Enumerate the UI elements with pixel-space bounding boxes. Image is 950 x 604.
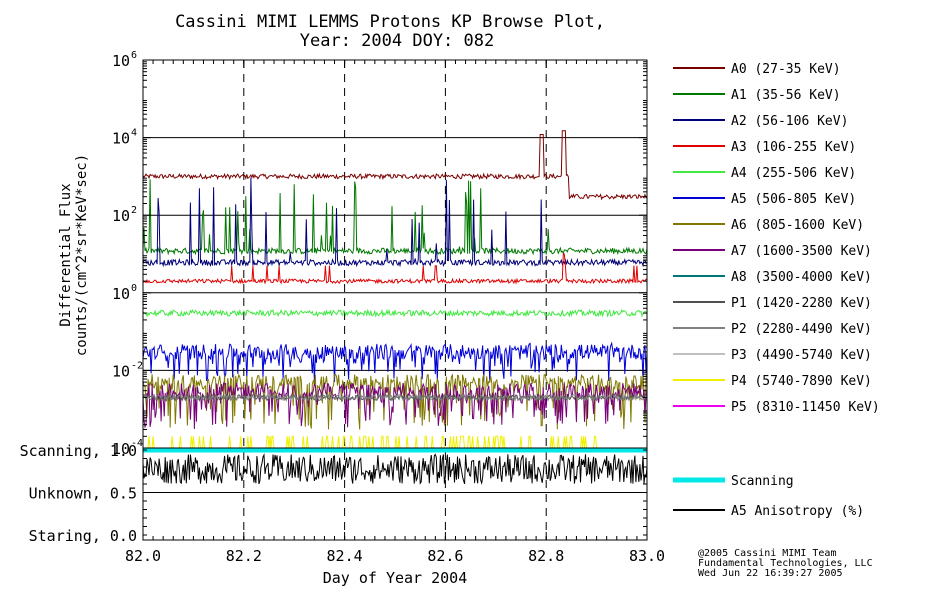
- legend-label: A4 (255-506 KeV): [731, 166, 856, 181]
- x-tick-label: 82.2: [226, 547, 262, 565]
- legend-label: A7 (1600-3500 KeV): [731, 244, 872, 259]
- series-line-A4: [143, 308, 647, 318]
- legend-label: Scanning: [731, 474, 794, 489]
- y-tick-label: 10 4: [112, 128, 137, 148]
- y-axis-label-line2: counts/(cm^2*sr*KeV*sec): [74, 154, 90, 356]
- y-tick-exponent: 4: [131, 128, 137, 139]
- legend-item: A4 (255-506 KeV): [673, 166, 856, 181]
- legend-label: A5 (506-805 KeV): [731, 192, 856, 207]
- y-tick-base: 10: [112, 52, 130, 70]
- legend-item: A7 (1600-3500 KeV): [673, 244, 872, 259]
- legend-label: A6 (805-1600 KeV): [731, 218, 864, 233]
- legend-label: P2 (2280-4490 KeV): [731, 322, 872, 337]
- x-tick-label: 83.0: [629, 547, 665, 565]
- legend-item: A6 (805-1600 KeV): [673, 218, 864, 233]
- y-tick-base: 10: [112, 207, 130, 225]
- x-tick-label: 82.8: [528, 547, 564, 565]
- series-line-A7: [142, 382, 648, 430]
- y-tick-label: 10 0: [112, 283, 137, 303]
- legend-item: Scanning: [673, 474, 794, 489]
- legend-label: P5 (8310-11450 KeV): [731, 400, 880, 415]
- bottom-y-tick-label: Unknown, 0.5: [29, 485, 137, 503]
- series-line-P4: [143, 435, 647, 449]
- legend-item: P2 (2280-4490 KeV): [673, 322, 872, 337]
- x-tick-label: 82.6: [427, 547, 463, 565]
- legend-label: A5 Anisotropy (%): [731, 504, 864, 519]
- bottom-y-tick-label: Staring, 0.0: [29, 527, 137, 545]
- footer-line2: Fundamental Technologies, LLC: [698, 558, 873, 569]
- legend-item: A3 (106-255 KeV): [673, 140, 856, 155]
- series-line-P2: [142, 392, 648, 403]
- y-tick-label: 10 -2: [112, 360, 143, 380]
- footer-line3: Wed Jun 22 16:39:27 2005: [698, 568, 843, 579]
- y-tick-label: 10 2: [112, 205, 137, 225]
- legend-item: A8 (3500-4000 KeV): [673, 270, 872, 285]
- legend-label: P3 (4490-5740 KeV): [731, 348, 872, 363]
- x-tick-label: 82.0: [125, 547, 161, 565]
- legend-label: A2 (56-106 KeV): [731, 114, 848, 129]
- y-tick-label: 10 6: [112, 50, 137, 70]
- legend-label: A3 (106-255 KeV): [731, 140, 856, 155]
- x-tick-label: 82.4: [327, 547, 363, 565]
- legend-item: A0 (27-35 KeV): [673, 62, 841, 77]
- series-line-A3: [142, 253, 648, 285]
- y-tick-base: 10: [112, 285, 130, 303]
- y-tick-base: 10: [112, 130, 130, 148]
- y-tick-exponent: 2: [131, 205, 137, 216]
- y-tick-base: 10: [112, 362, 130, 380]
- legend-item: A5 Anisotropy (%): [673, 504, 864, 519]
- bottom-y-tick-label: Scanning, 1.0: [20, 442, 137, 460]
- legend-item: P3 (4490-5740 KeV): [673, 348, 872, 363]
- y-tick-exponent: 6: [131, 50, 137, 61]
- legend-item: P4 (5740-7890 KeV): [673, 374, 872, 389]
- legend-label: A8 (3500-4000 KeV): [731, 270, 872, 285]
- legend-label: P1 (1420-2280 KeV): [731, 296, 872, 311]
- legend-item: A1 (35-56 KeV): [673, 88, 841, 103]
- legend-item: P5 (8310-11450 KeV): [673, 400, 880, 415]
- series-line-A5: [142, 341, 648, 383]
- legend-label: P4 (5740-7890 KeV): [731, 374, 872, 389]
- chart-title-line2: Year: 2004 DOY: 082: [300, 31, 494, 51]
- footer-line1: @2005 Cassini MIMI Team: [698, 548, 836, 559]
- legend-item: P1 (1420-2280 KeV): [673, 296, 872, 311]
- series-line-A0: [142, 130, 648, 201]
- series-line-A6: [142, 373, 648, 430]
- series-line-A1: [142, 179, 648, 256]
- legend-label: A1 (35-56 KeV): [731, 88, 841, 103]
- y-axis-label-line1: Differential Flux: [58, 183, 74, 326]
- legend-item: A2 (56-106 KeV): [673, 114, 848, 129]
- series-line-anisotropy: [142, 453, 648, 485]
- y-tick-exponent: -2: [131, 360, 143, 371]
- y-tick-label: 10 -4: [112, 438, 143, 458]
- chart-title-line1: Cassini MIMI LEMMS Protons KP Browse Plo…: [175, 12, 605, 32]
- y-tick-exponent: 0: [131, 283, 137, 294]
- legend-item: A5 (506-805 KeV): [673, 192, 856, 207]
- legend-label: A0 (27-35 KeV): [731, 62, 841, 77]
- y-tick-base: 10: [112, 440, 130, 458]
- y-tick-exponent: -4: [131, 438, 143, 449]
- x-axis-label: Day of Year 2004: [323, 569, 468, 587]
